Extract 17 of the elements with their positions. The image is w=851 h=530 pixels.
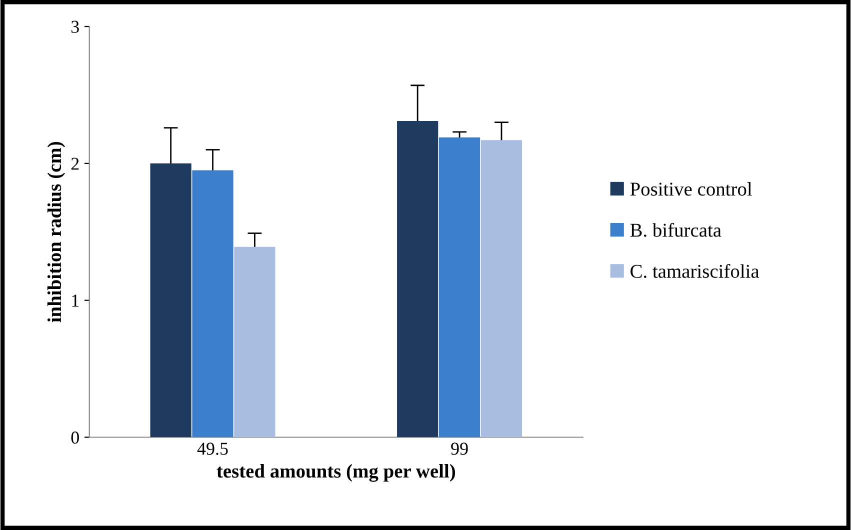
y-tick-label: 2 — [71, 158, 79, 170]
legend-label: Positive control — [630, 182, 752, 196]
x-tick-label: 99 — [451, 442, 468, 455]
y-tick-label: 0 — [71, 432, 79, 444]
bar — [150, 163, 192, 438]
x-axis-title: tested amounts (mg per well) — [216, 464, 456, 482]
bar — [480, 140, 522, 438]
y-tick-label: 1 — [72, 294, 79, 307]
bar — [234, 246, 276, 438]
y-tick-label: 3 — [71, 20, 79, 33]
bar — [397, 120, 438, 438]
x-tick-label: 49.5 — [197, 442, 228, 455]
bar — [438, 137, 480, 438]
legend-label: B. bifurcata — [630, 222, 722, 237]
bar — [192, 170, 234, 438]
y-axis-title: inhibition radius (cm) — [47, 142, 66, 322]
legend-label: C. tamariscifolia — [630, 264, 760, 278]
